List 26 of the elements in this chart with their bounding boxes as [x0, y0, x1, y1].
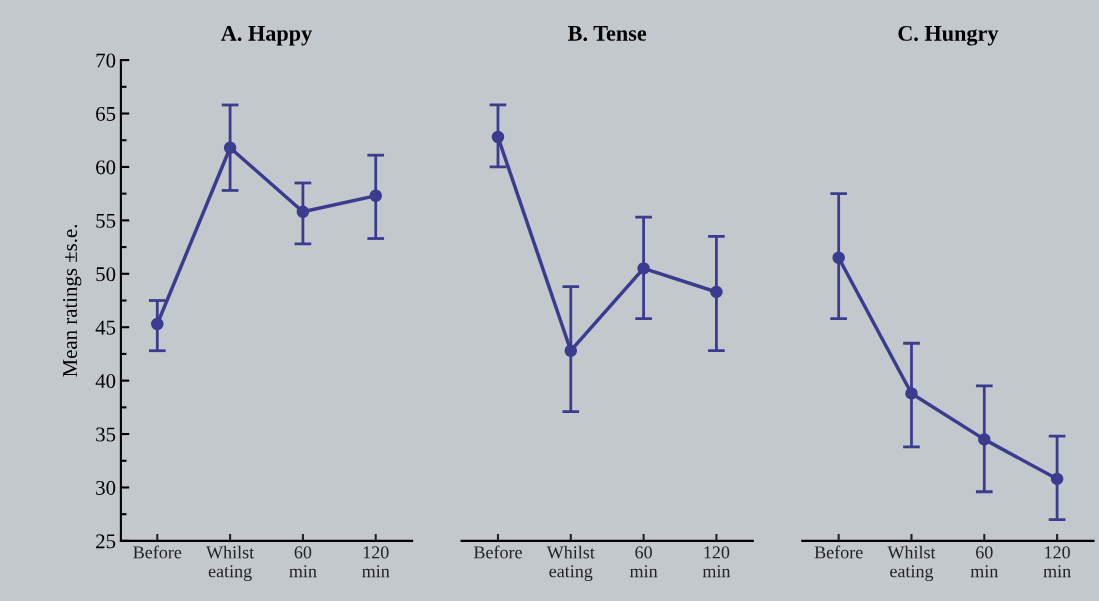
chart-title: A. Happy — [221, 25, 312, 46]
x-tick-label: 120 min — [1043, 546, 1071, 578]
x-tick-label: Whilst eating — [206, 545, 255, 582]
y-axis-title: Mean ratings ±s.e. — [63, 225, 82, 377]
y-tick-label: 50 — [96, 267, 116, 282]
y-tick-label: 65 — [96, 106, 116, 121]
x-tick-label: 60 min — [289, 546, 317, 578]
chart-title: C. Hungry — [898, 25, 999, 46]
y-tick-label: 55 — [96, 213, 116, 228]
x-tick-label: Before — [814, 545, 863, 559]
y-tick-label: 35 — [96, 427, 116, 442]
chart-title: B. Tense — [568, 26, 647, 41]
x-tick-label: Whilst eating — [887, 545, 936, 582]
y-tick-label: 25 — [96, 534, 116, 549]
y-tick-label: 60 — [96, 160, 116, 175]
y-tick-label: 70 — [96, 53, 116, 68]
y-tick-label: 40 — [95, 374, 116, 389]
x-tick-label: Before — [473, 545, 522, 559]
x-tick-label: 120 min — [362, 546, 390, 578]
x-tick-label: 60 min — [629, 546, 658, 578]
x-tick-label: 60 min — [970, 546, 999, 578]
x-tick-label: Whilst eating — [546, 545, 595, 582]
y-tick-label: 30 — [96, 480, 116, 495]
y-tick-label: 45 — [95, 320, 116, 335]
x-tick-label: Before — [133, 545, 182, 559]
x-tick-label: 120 min — [702, 546, 731, 578]
